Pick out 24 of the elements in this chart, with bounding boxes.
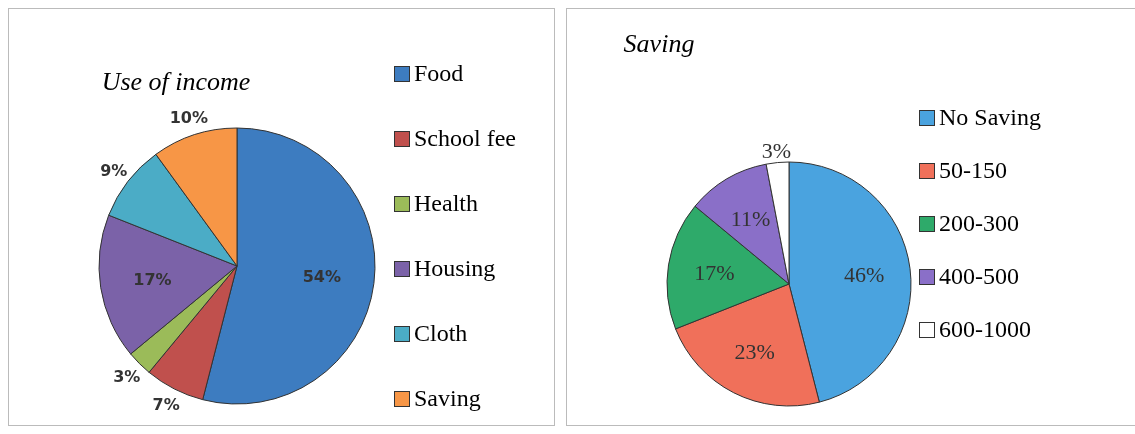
legend-label: Housing [414, 255, 496, 282]
data-label: 10% [169, 108, 208, 128]
legend-label: School fee [414, 125, 516, 152]
data-label: 23% [734, 338, 775, 364]
data-label: 17% [694, 259, 735, 285]
chart-title: Use of income [101, 67, 251, 97]
data-label: 54% [302, 267, 342, 287]
legend-label: 400-500 [939, 263, 1019, 290]
legend-label: No Saving [939, 104, 1041, 131]
data-label: 3% [113, 366, 141, 386]
legend-label: 600-1000 [939, 316, 1031, 343]
legend-label: Cloth [414, 320, 468, 347]
data-label: 46% [843, 262, 885, 288]
legend-label: 200-300 [939, 210, 1019, 237]
data-label: 11% [730, 206, 771, 232]
legend-label: 50-150 [939, 157, 1007, 184]
chart-title: Saving [623, 29, 695, 59]
legend-label: Health [414, 190, 478, 217]
data-label: 7% [152, 395, 180, 415]
legend-label: Saving [414, 385, 481, 412]
legend-label: Food [414, 60, 464, 87]
data-label: 17% [133, 269, 172, 289]
data-label: 9% [100, 160, 128, 180]
data-label: 3% [761, 137, 792, 163]
